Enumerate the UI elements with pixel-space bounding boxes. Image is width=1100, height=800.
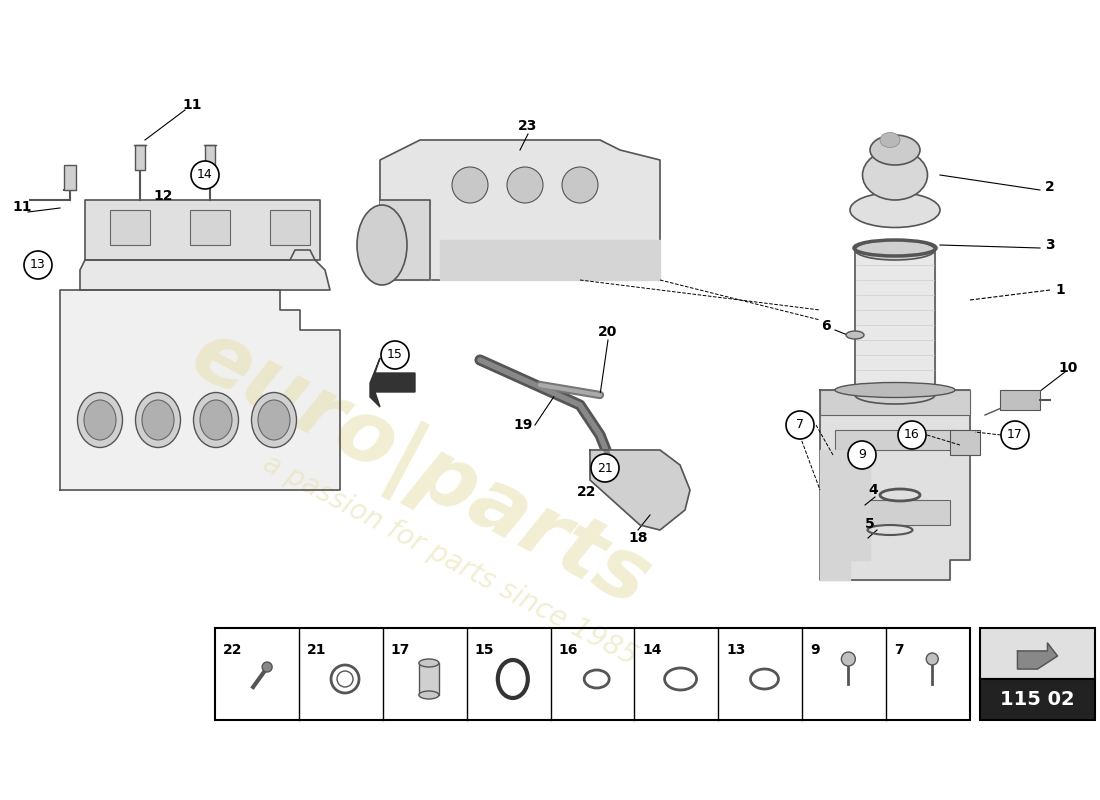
Text: 16: 16 [904,429,920,442]
Text: 16: 16 [559,643,578,657]
Bar [820,390,970,415]
Text: 20: 20 [598,325,618,339]
Ellipse shape [855,240,935,260]
Text: 11: 11 [12,200,32,214]
Circle shape [1001,421,1028,449]
Ellipse shape [252,393,297,447]
Text: 9: 9 [811,643,819,657]
Ellipse shape [419,691,439,699]
Text: 10: 10 [1058,361,1078,375]
Ellipse shape [77,393,122,447]
Ellipse shape [135,393,180,447]
Circle shape [848,441,876,469]
Polygon shape [1018,643,1057,669]
Circle shape [24,251,52,279]
Text: 14: 14 [642,643,662,657]
Ellipse shape [870,135,920,165]
Text: 19: 19 [514,418,532,432]
Circle shape [562,167,598,203]
Ellipse shape [846,331,864,339]
Polygon shape [379,200,430,280]
Bar [205,145,214,170]
Text: 13: 13 [726,643,746,657]
Bar [419,663,439,695]
Polygon shape [80,250,330,290]
Ellipse shape [850,193,940,227]
Text: 7: 7 [894,643,904,657]
Bar [1000,390,1040,410]
Text: 7: 7 [796,418,804,431]
Bar [840,500,950,525]
Text: 22: 22 [223,643,242,657]
Text: 21: 21 [307,643,327,657]
Bar [64,165,76,190]
Text: 15: 15 [387,349,403,362]
Polygon shape [60,290,340,490]
Bar [135,145,145,170]
Polygon shape [590,450,690,530]
Bar [980,628,1094,678]
Circle shape [926,653,938,665]
Text: 5: 5 [865,517,874,531]
Bar [110,210,150,245]
Ellipse shape [358,205,407,285]
Polygon shape [820,450,870,580]
Bar [980,678,1094,720]
Text: 14: 14 [197,169,213,182]
Ellipse shape [84,400,116,440]
Ellipse shape [200,400,232,440]
Text: 9: 9 [858,449,866,462]
Text: euro|parts: euro|parts [176,313,664,627]
Text: 17: 17 [1008,429,1023,442]
Text: 2: 2 [1045,180,1055,194]
Text: 13: 13 [30,258,46,271]
Circle shape [262,662,272,672]
Circle shape [591,454,619,482]
Text: 18: 18 [628,531,648,545]
Polygon shape [440,240,660,280]
Text: 22: 22 [578,485,596,499]
Ellipse shape [258,400,290,440]
Ellipse shape [419,659,439,667]
Text: 115 02: 115 02 [1000,690,1075,710]
Circle shape [507,167,543,203]
Text: 21: 21 [597,462,613,474]
Text: 23: 23 [518,119,538,133]
Ellipse shape [835,382,955,398]
Ellipse shape [142,400,174,440]
Ellipse shape [855,386,935,404]
Circle shape [381,341,409,369]
Ellipse shape [194,393,239,447]
Text: 6: 6 [822,319,830,333]
Text: 4: 4 [868,483,878,497]
Circle shape [452,167,488,203]
Circle shape [786,411,814,439]
Text: 11: 11 [183,98,201,112]
Text: 3: 3 [1045,238,1055,252]
Text: 12: 12 [153,189,173,203]
Polygon shape [85,200,320,260]
Polygon shape [855,250,935,395]
Polygon shape [379,140,660,280]
Polygon shape [370,358,415,407]
Polygon shape [820,390,970,580]
Bar [270,210,310,245]
Bar [190,210,230,245]
Bar [214,628,970,720]
Bar [950,430,980,455]
Text: a passion for parts since 1985: a passion for parts since 1985 [258,449,641,671]
Ellipse shape [880,133,900,147]
Text: 1: 1 [1055,283,1065,297]
Ellipse shape [862,150,927,200]
Text: 15: 15 [475,643,494,657]
Circle shape [191,161,219,189]
Circle shape [898,421,926,449]
Text: 17: 17 [390,643,410,657]
Circle shape [842,652,856,666]
Bar [835,430,955,450]
